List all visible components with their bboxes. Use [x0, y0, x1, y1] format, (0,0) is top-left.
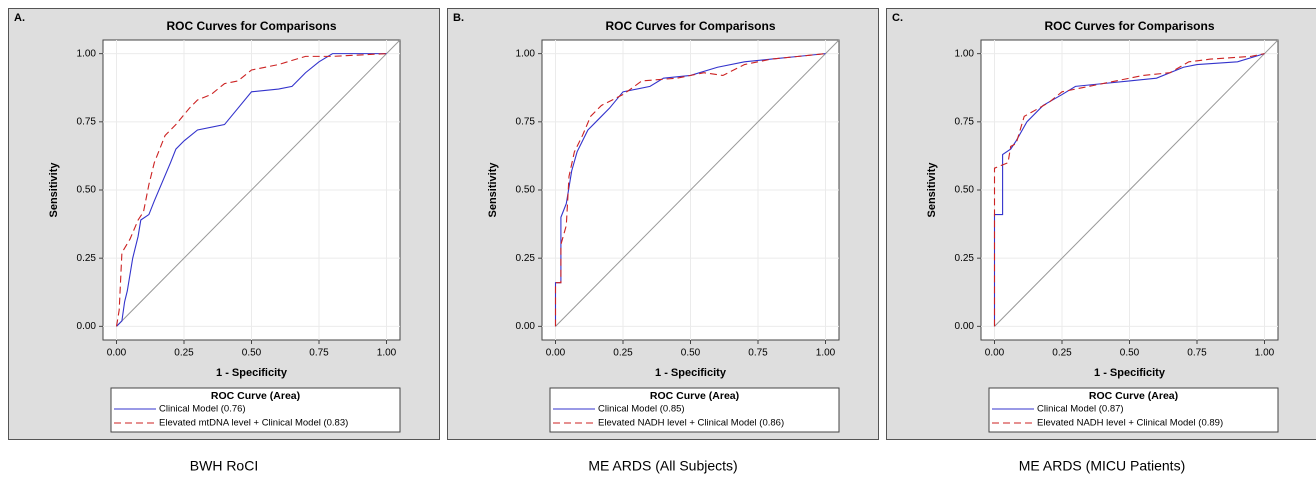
- x-tick-label: 0.50: [681, 348, 701, 359]
- x-tick-label: 0.25: [174, 348, 194, 359]
- roc-curve: [115, 53, 387, 327]
- roc-curve: [116, 53, 387, 327]
- legend-label: Clinical Model (0.85): [598, 404, 685, 415]
- panel-caption: ME ARDS (MICU Patients): [1019, 458, 1185, 474]
- legend-box: [988, 387, 1279, 433]
- y-tick-label: 0.50: [955, 185, 975, 196]
- panel-label: B.: [453, 12, 464, 24]
- x-tick-label: 1.00: [816, 348, 836, 359]
- roc-curve: [554, 53, 826, 327]
- panel: C. ROC Curves for Comparisons 0.00 0.25 0.50…: [886, 8, 1316, 474]
- y-tick-label: 0.00: [955, 321, 975, 332]
- legend-title: ROC Curve (Area): [650, 390, 739, 402]
- x-tick-label: 0.75: [1187, 348, 1207, 359]
- x-tick-label: 1.00: [377, 348, 397, 359]
- x-axis-label: 1 - Specificity: [655, 367, 727, 379]
- legend-label: Elevated NADH level + Clinical Model (0.…: [1037, 418, 1223, 429]
- legend-title: ROC Curve (Area): [211, 390, 300, 402]
- legend-label: Clinical Model (0.76): [159, 404, 246, 415]
- legend-box: [549, 387, 840, 433]
- panel-label: C.: [892, 12, 903, 24]
- x-tick-label: 1.00: [1255, 348, 1275, 359]
- y-tick-label: 0.50: [77, 185, 97, 196]
- chart-title: ROC Curves for Comparisons: [605, 19, 775, 33]
- panel-label: A.: [14, 12, 25, 24]
- chart-title: ROC Curves for Comparisons: [166, 19, 336, 33]
- y-tick-label: 0.75: [77, 116, 97, 127]
- legend-label: Elevated mtDNA level + Clinical Model (0…: [159, 418, 348, 429]
- reference-diagonal: [994, 39, 1279, 327]
- x-tick-label: 0.50: [242, 348, 262, 359]
- y-tick-label: 0.50: [516, 185, 536, 196]
- legend-box: [110, 387, 401, 433]
- x-tick-label: 0.00: [985, 348, 1005, 359]
- y-tick-label: 1.00: [77, 48, 97, 59]
- panel: B. ROC Curves for Comparisons 0.00 0.25 0.50…: [447, 8, 879, 474]
- legend-label: Elevated NADH level + Clinical Model (0.…: [598, 418, 784, 429]
- y-tick-label: 1.00: [955, 48, 975, 59]
- x-tick-label: 0.25: [613, 348, 633, 359]
- panel: A. ROC Curves for Comparisons 0.00 0.25 0.50…: [8, 8, 440, 474]
- chart-title: ROC Curves for Comparisons: [1044, 19, 1214, 33]
- legend-label: Clinical Model (0.87): [1037, 404, 1124, 415]
- x-tick-label: 0.00: [107, 348, 127, 359]
- y-axis-label: Sensitivity: [487, 162, 499, 218]
- y-axis-label: Sensitivity: [48, 162, 60, 218]
- x-tick-label: 0.25: [1052, 348, 1072, 359]
- x-axis-label: 1 - Specificity: [1094, 367, 1166, 379]
- roc-curve: [993, 53, 1265, 327]
- y-tick-label: 0.75: [955, 116, 975, 127]
- reference-diagonal: [116, 39, 401, 327]
- y-tick-label: 0.00: [77, 321, 97, 332]
- y-tick-label: 0.25: [516, 253, 536, 264]
- x-tick-label: 0.75: [309, 348, 329, 359]
- y-tick-label: 0.25: [955, 253, 975, 264]
- y-tick-label: 1.00: [516, 48, 536, 59]
- panel-caption: ME ARDS (All Subjects): [588, 458, 737, 474]
- roc-curve: [993, 53, 1265, 327]
- x-tick-label: 0.75: [748, 348, 768, 359]
- reference-diagonal: [555, 39, 840, 327]
- y-tick-label: 0.00: [516, 321, 536, 332]
- x-axis-label: 1 - Specificity: [216, 367, 288, 379]
- y-tick-label: 0.25: [77, 253, 97, 264]
- y-tick-label: 0.75: [516, 116, 536, 127]
- legend-title: ROC Curve (Area): [1089, 390, 1178, 402]
- roc-curve: [554, 53, 826, 327]
- x-tick-label: 0.00: [546, 348, 566, 359]
- y-axis-label: Sensitivity: [926, 162, 938, 218]
- panel-caption: BWH RoCI: [190, 458, 258, 474]
- x-tick-label: 0.50: [1120, 348, 1140, 359]
